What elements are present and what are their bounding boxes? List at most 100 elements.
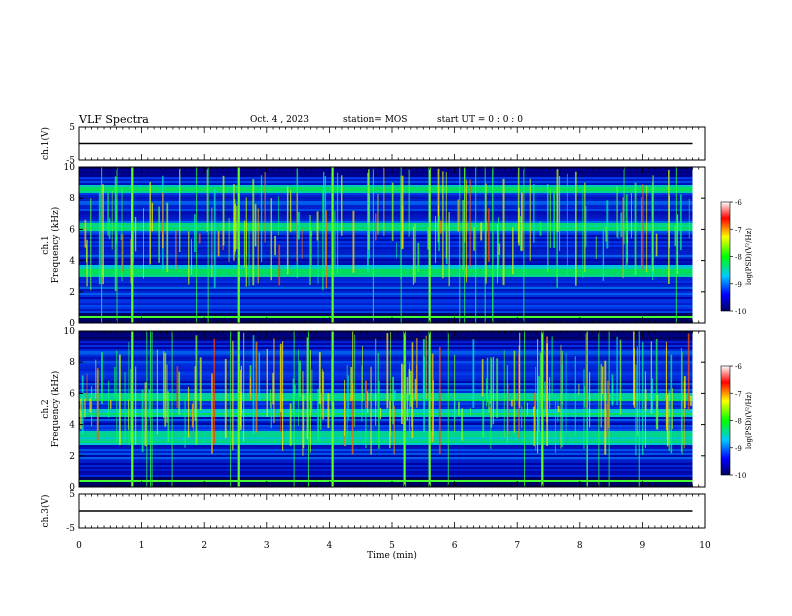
- spectrogram-streak: [555, 394, 556, 453]
- spectrogram-streak: [557, 169, 559, 232]
- spectrogram-streak: [386, 333, 388, 409]
- spectrogram-streak: [652, 379, 653, 414]
- spheric-line: [485, 167, 486, 323]
- spectrogram-streak: [449, 212, 450, 286]
- x-axis-label: Time (min): [367, 550, 417, 561]
- spectrogram-band: [79, 187, 692, 189]
- spectrogram-streak: [225, 359, 227, 438]
- spectrogram-streak: [482, 359, 484, 396]
- y-tick-label: 2: [69, 288, 75, 298]
- spectrogram-band: [79, 291, 692, 293]
- spectrogram-streak: [578, 384, 579, 395]
- spectrogram-band: [79, 467, 692, 469]
- spectrogram-streak: [407, 377, 409, 421]
- y-tick-label: -5: [66, 524, 75, 534]
- spectrogram-band: [79, 345, 692, 347]
- spectrogram-band: [79, 193, 692, 195]
- spectrogram-band: [79, 239, 692, 241]
- spectrogram-streak: [246, 197, 247, 286]
- spectrogram-streak: [327, 393, 329, 428]
- spectrogram-streak: [377, 353, 378, 418]
- spectrogram-streak: [561, 345, 562, 449]
- spectrogram-streak: [514, 351, 516, 433]
- spectrogram-streak: [112, 190, 113, 249]
- spectrogram-streak: [491, 358, 493, 427]
- chart-title: VLF Spectra: [79, 113, 149, 126]
- spectrogram-2: [79, 331, 692, 487]
- spectrogram-band: [79, 395, 692, 397]
- y-axis-label: ch.3(V): [40, 495, 51, 528]
- spectrogram-band: [79, 245, 692, 247]
- x-tick-label: 9: [640, 541, 646, 551]
- spectrogram-band: [79, 455, 692, 457]
- spectrogram-streak: [507, 365, 508, 443]
- spectrogram-streak: [114, 367, 115, 397]
- spectrogram-band: [79, 289, 692, 291]
- spheric-line: [598, 331, 599, 487]
- spectrogram-streak: [307, 337, 308, 439]
- spectrogram-streak: [620, 340, 622, 415]
- spectrogram-streak: [135, 217, 136, 251]
- spheric-line: [131, 331, 133, 487]
- spectrogram-streak: [454, 355, 455, 433]
- spectrogram-streak: [322, 369, 323, 394]
- spectrogram-streak: [101, 352, 103, 404]
- spectrogram-streak: [258, 209, 259, 284]
- spectrogram-band: [79, 223, 692, 225]
- x-tick-label: 1: [139, 541, 145, 551]
- colorbar-label: log(PSD)(V²/Hz): [745, 228, 753, 285]
- colorbar-tick-label: -10: [735, 308, 746, 316]
- spectrogram-band: [79, 265, 692, 267]
- spectrogram-streak: [466, 180, 467, 283]
- spectrogram-streak: [287, 186, 289, 274]
- spectrogram-streak: [469, 179, 470, 266]
- spectrogram-band: [79, 279, 692, 281]
- spectrogram-streak: [157, 350, 158, 435]
- spectrogram-streak: [95, 360, 96, 399]
- spheric-line: [448, 331, 449, 487]
- spectrogram-streak: [637, 347, 638, 437]
- spheric-line: [152, 331, 153, 487]
- spectrogram-streak: [432, 354, 434, 443]
- spectrogram-streak: [348, 375, 349, 420]
- spectrogram-band: [79, 227, 692, 229]
- spectrogram-band: [79, 431, 692, 433]
- spectrogram-streak: [179, 168, 180, 252]
- spectrogram-band: [79, 357, 692, 359]
- spectrogram-streak: [317, 389, 319, 442]
- spectrogram-band: [79, 259, 692, 261]
- spectrogram-band: [79, 417, 692, 419]
- spectrogram-streak: [272, 373, 274, 405]
- spectrogram-streak: [261, 175, 262, 262]
- spectrogram-band: [79, 231, 692, 233]
- spectrogram-streak: [371, 381, 372, 410]
- x-tick-label: 4: [327, 541, 333, 551]
- spectrogram-streak: [488, 401, 490, 413]
- spectrogram-streak: [410, 371, 412, 407]
- spectrogram-streak: [280, 344, 282, 412]
- spectrogram-streak: [611, 374, 613, 404]
- colorbar-tick-label: -6: [735, 363, 742, 371]
- spectrogram-band: [79, 185, 692, 187]
- spectrogram-streak: [642, 184, 643, 270]
- spectrogram-band: [79, 397, 692, 399]
- spectrogram-streak: [229, 218, 230, 262]
- spectrogram-band: [79, 393, 692, 395]
- spectrogram-band: [79, 407, 692, 409]
- spectrogram-streak: [377, 194, 378, 235]
- spectrogram-streak: [389, 401, 390, 448]
- spectrogram-band: [79, 471, 692, 473]
- spectrogram-band: [79, 229, 692, 231]
- spectrogram-streak: [361, 366, 362, 422]
- spectrogram-streak: [539, 222, 541, 236]
- spectrogram-streak: [472, 339, 474, 408]
- spheric-line: [117, 167, 118, 323]
- colorbar-tick-label: -10: [735, 472, 746, 480]
- spectrogram-streak: [680, 194, 682, 250]
- spectrogram-band: [79, 377, 692, 379]
- spectrogram-streak: [392, 183, 394, 241]
- spectrogram-streak: [337, 173, 338, 274]
- spectrogram-streak: [503, 179, 505, 285]
- spectrogram-band: [79, 251, 692, 253]
